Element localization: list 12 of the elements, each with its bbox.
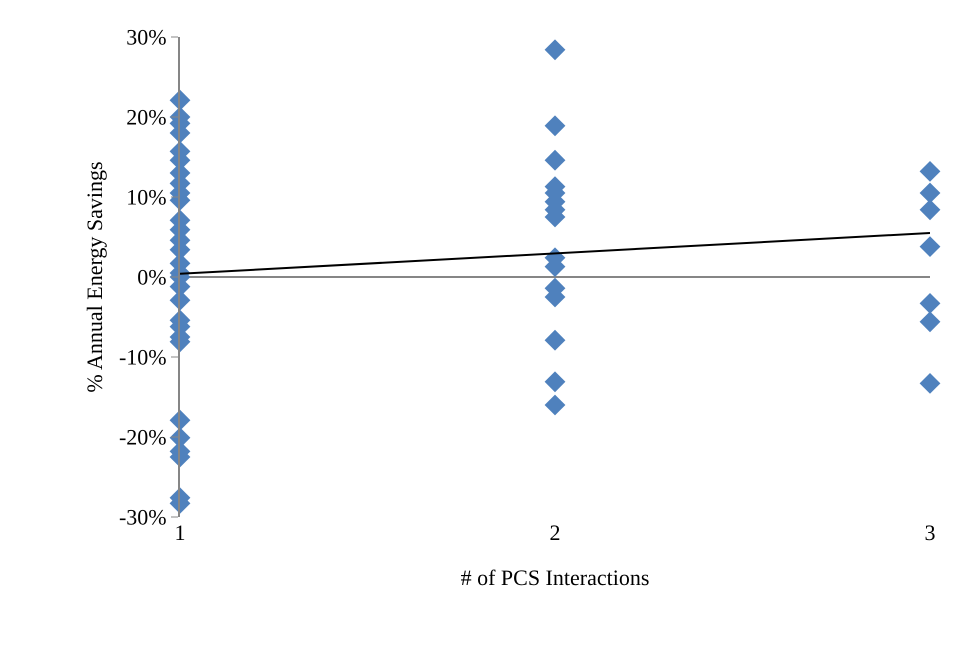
y-axis-title: % Annual Energy Savings	[82, 161, 108, 393]
x-tick-label: 1	[174, 520, 186, 545]
y-tick-label: 0%	[137, 264, 167, 290]
y-tick-label: 10%	[126, 184, 167, 210]
y-tick-label: -10%	[118, 344, 167, 370]
y-tick-label: 20%	[126, 104, 167, 130]
y-tick-label: -30%	[118, 504, 167, 530]
y-tick-label: 30%	[126, 24, 167, 50]
x-tick-label: 3	[924, 520, 936, 545]
y-tick-label: -20%	[118, 424, 167, 450]
x-tick-label: 2	[550, 520, 560, 545]
x-axis-title: # of PCS Interactions	[460, 564, 650, 590]
